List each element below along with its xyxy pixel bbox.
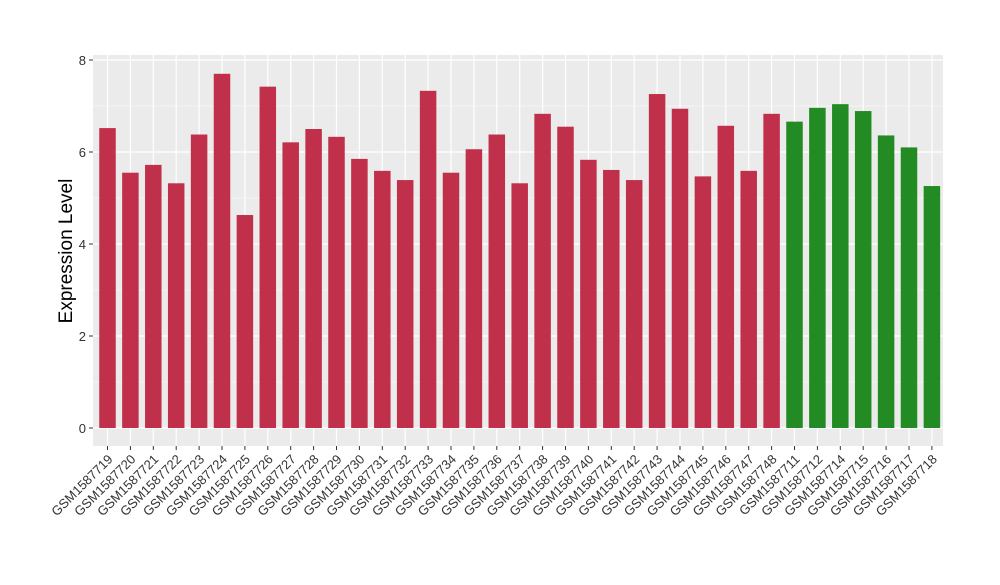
- bar-GSM1587725: [236, 215, 254, 428]
- bar-GSM1587728: [305, 129, 322, 428]
- bar-GSM1587748: [763, 113, 780, 428]
- bar-GSM1587740: [580, 159, 597, 428]
- bar-GSM1587719: [99, 128, 116, 428]
- bar-GSM1587738: [534, 113, 551, 428]
- y-axis-label: Expression Level: [56, 179, 77, 324]
- bar-GSM1587746: [717, 125, 735, 428]
- bar-GSM1587726: [259, 86, 277, 429]
- bar-GSM1587744: [671, 108, 689, 428]
- bar-GSM1587715: [854, 111, 872, 428]
- bar-GSM1587722: [167, 183, 185, 428]
- bar-GSM1587743: [648, 94, 666, 428]
- y-tick-label: 2: [79, 329, 86, 344]
- y-tick-label: 4: [79, 237, 86, 252]
- bar-GSM1587727: [282, 142, 299, 428]
- bar-GSM1587737: [511, 183, 528, 428]
- bar-GSM1587733: [419, 90, 437, 428]
- bar-GSM1587730: [351, 158, 368, 428]
- bar-GSM1587718: [923, 186, 941, 428]
- y-tick-label: 0: [79, 421, 86, 436]
- bar-GSM1587712: [809, 107, 826, 428]
- bar-GSM1587723: [190, 134, 208, 428]
- bar-GSM1587736: [488, 134, 506, 428]
- bar-GSM1587739: [557, 126, 574, 428]
- bar-GSM1587745: [694, 176, 712, 428]
- bar-GSM1587714: [832, 104, 849, 428]
- bar-GSM1587716: [877, 135, 895, 428]
- bar-GSM1587724: [213, 73, 231, 429]
- bar-GSM1587742: [625, 180, 643, 428]
- bar-GSM1587711: [786, 121, 803, 428]
- bar-GSM1587747: [740, 170, 757, 429]
- bar-GSM1587732: [396, 180, 414, 428]
- bar-GSM1587729: [328, 136, 345, 428]
- bar-GSM1587734: [442, 172, 460, 428]
- y-tick-label: 6: [79, 145, 86, 160]
- bar-GSM1587735: [465, 149, 483, 429]
- bar-GSM1587741: [603, 169, 620, 428]
- bar-GSM1587717: [900, 147, 918, 428]
- bar-GSM1587720: [122, 172, 139, 428]
- bar-GSM1587731: [374, 170, 391, 429]
- y-tick-label: 8: [79, 53, 86, 68]
- bars: [99, 73, 941, 429]
- x-axis: GSM1587719GSM1587720GSM1587721GSM1587722…: [48, 446, 940, 519]
- bar-GSM1587721: [145, 164, 162, 428]
- y-axis: 0 2 4 6 8: [79, 53, 93, 436]
